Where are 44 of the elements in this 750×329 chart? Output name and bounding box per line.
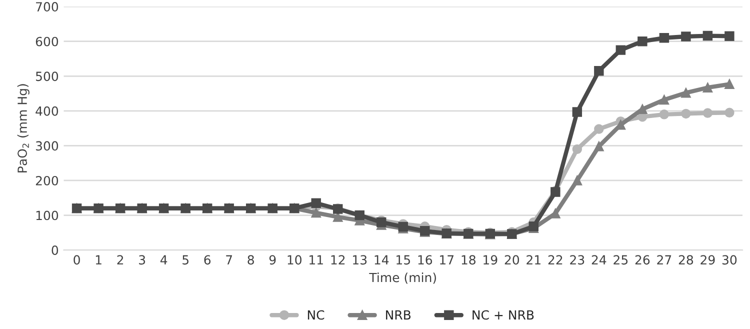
x-tick-label: 15 [396,255,410,265]
x-axis-title: Time (min) [369,272,436,284]
y-tick-label: 200 [36,176,58,186]
x-tick-label: 1 [96,255,102,264]
x-tick-label: 24 [592,255,606,264]
x-tick-label: 21 [526,255,540,264]
x-tick-label: 14 [374,255,389,264]
y-tick-label: 400 [36,106,58,116]
x-tick-label: 17 [440,255,454,264]
x-tick-label: 19 [484,255,498,265]
x-tick-label: 13 [353,255,367,265]
x-tick-label: 22 [548,255,562,264]
x-tick-label: 20 [504,255,520,265]
x-tick-label: 11 [310,255,323,264]
x-tick-label: 16 [418,255,432,265]
legend-label: NC [308,310,324,320]
x-tick-label: 12 [331,255,345,264]
x-tick-label: 30 [722,255,737,265]
x-tick-label: 26 [635,255,650,265]
x-tick-label: 29 [700,255,715,265]
x-tick-label: 4 [160,255,168,264]
x-tick-label: 9 [269,255,276,265]
x-tick-label: 8 [248,255,254,265]
x-tick-label: 28 [678,255,694,265]
x-tick-label: 27 [657,255,672,264]
y-tick-label: 600 [36,36,58,46]
y-tick-label: 300 [36,141,58,151]
x-tick-label: 2 [117,255,124,264]
y-tick-label: 100 [36,210,58,220]
x-tick-label: 18 [462,255,476,265]
y-tick-label: 500 [36,72,58,82]
x-tick-label: 23 [570,255,584,265]
x-tick-label: 6 [204,255,211,265]
legend-label: NC + NRB [472,310,534,320]
x-tick-label: 5 [182,255,188,265]
x-tick-label: 7 [226,255,232,264]
x-tick-label: 0 [74,255,80,265]
legend-label: NRB [386,310,411,320]
y-tick-label: 700 [36,2,58,12]
x-tick-label: 10 [288,255,302,265]
y-axis-title: PaO$_{2}$ (mm Hg) [17,84,30,172]
y-tick-label: 0 [52,246,58,255]
x-tick-label: 3 [139,255,146,265]
x-tick-label: 25 [614,255,628,265]
